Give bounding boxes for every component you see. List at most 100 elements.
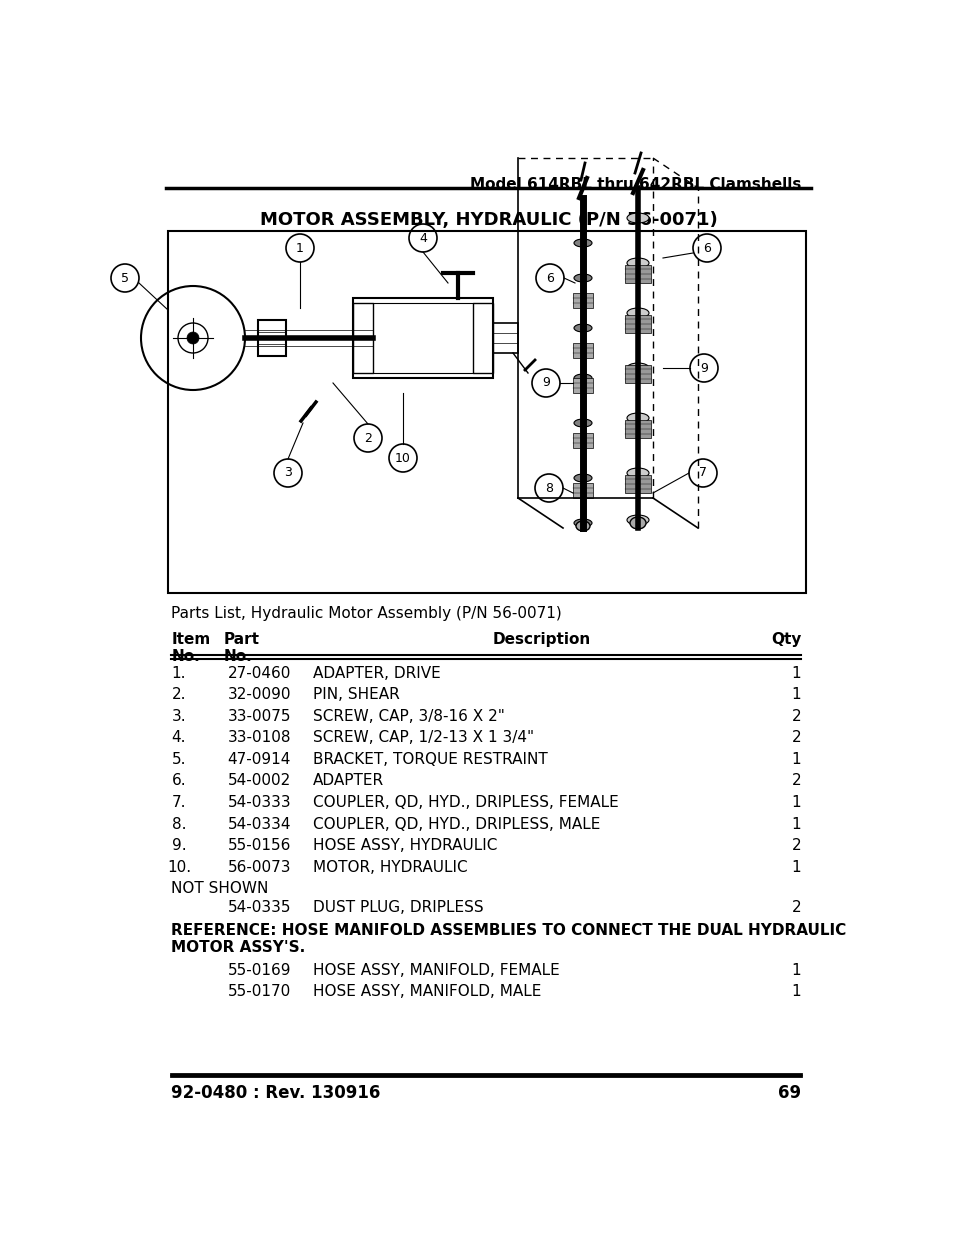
Text: 69: 69: [778, 1084, 801, 1102]
Text: 9: 9: [700, 362, 707, 374]
Ellipse shape: [626, 515, 648, 525]
Text: 1: 1: [791, 984, 801, 999]
Bar: [168, 231, 805, 593]
Text: 9: 9: [541, 377, 549, 389]
Text: ADAPTER, DRIVE: ADAPTER, DRIVE: [313, 666, 440, 680]
Text: 7.: 7.: [172, 795, 186, 810]
Text: 54-0335: 54-0335: [228, 900, 291, 915]
Text: MOTOR ASSEMBLY, HYDRAULIC (P/N 56-0071): MOTOR ASSEMBLY, HYDRAULIC (P/N 56-0071): [260, 211, 717, 230]
Text: Qty: Qty: [770, 632, 801, 647]
Text: 2: 2: [791, 839, 801, 853]
Ellipse shape: [574, 240, 592, 247]
Text: 33-0108: 33-0108: [228, 730, 291, 745]
Text: 9.: 9.: [172, 839, 186, 853]
Text: BRACKET, TORQUE RESTRAINT: BRACKET, TORQUE RESTRAINT: [313, 752, 547, 767]
Text: 2.: 2.: [172, 687, 186, 703]
Bar: [573, 483, 593, 498]
Ellipse shape: [626, 308, 648, 317]
Text: Model 614RBL thru 642RBL Clamshells: Model 614RBL thru 642RBL Clamshells: [470, 178, 801, 193]
Ellipse shape: [626, 212, 648, 224]
Text: 10.: 10.: [167, 860, 191, 874]
Text: 27-0460: 27-0460: [228, 666, 291, 680]
Text: Item
No.: Item No.: [171, 632, 211, 664]
Text: 6.: 6.: [172, 773, 186, 788]
Text: Part
No.: Part No.: [224, 632, 259, 664]
Ellipse shape: [626, 468, 648, 478]
Text: 6: 6: [545, 272, 554, 284]
Ellipse shape: [626, 258, 648, 268]
Bar: [624, 420, 650, 438]
Text: COUPLER, QD, HYD., DRIPLESS, MALE: COUPLER, QD, HYD., DRIPLESS, MALE: [313, 816, 599, 831]
Text: 7: 7: [699, 467, 706, 479]
Bar: [573, 433, 593, 448]
Text: SCREW, CAP, 3/8-16 X 2": SCREW, CAP, 3/8-16 X 2": [313, 709, 504, 724]
Text: 92-0480 : Rev. 130916: 92-0480 : Rev. 130916: [171, 1084, 380, 1102]
Text: 1: 1: [791, 860, 801, 874]
Ellipse shape: [629, 517, 645, 529]
Text: 1: 1: [791, 687, 801, 703]
Text: 2: 2: [791, 900, 801, 915]
Bar: [573, 378, 593, 393]
Text: ADAPTER: ADAPTER: [313, 773, 384, 788]
Ellipse shape: [574, 274, 592, 282]
Text: 8: 8: [544, 482, 553, 494]
Text: 8.: 8.: [172, 816, 186, 831]
Bar: [624, 366, 650, 383]
Text: 55-0156: 55-0156: [228, 839, 291, 853]
Text: Description: Description: [492, 632, 590, 647]
Text: HOSE ASSY, HYDRAULIC: HOSE ASSY, HYDRAULIC: [313, 839, 497, 853]
Text: 3.: 3.: [172, 709, 186, 724]
Text: 1.: 1.: [172, 666, 186, 680]
Text: 55-0169: 55-0169: [228, 963, 291, 978]
Bar: [493, 324, 517, 353]
Ellipse shape: [187, 332, 199, 345]
Ellipse shape: [574, 374, 592, 382]
Bar: [573, 343, 593, 358]
Text: 5: 5: [121, 272, 129, 284]
Ellipse shape: [576, 521, 589, 531]
Bar: [624, 315, 650, 333]
Ellipse shape: [626, 363, 648, 373]
Text: 1: 1: [295, 242, 304, 254]
Text: MOTOR, HYDRAULIC: MOTOR, HYDRAULIC: [313, 860, 467, 874]
Text: 5.: 5.: [172, 752, 186, 767]
Bar: [473, 303, 493, 373]
Text: 2: 2: [791, 730, 801, 745]
Text: PIN, SHEAR: PIN, SHEAR: [313, 687, 399, 703]
Text: 55-0170: 55-0170: [228, 984, 291, 999]
Text: HOSE ASSY, MANIFOLD, FEMALE: HOSE ASSY, MANIFOLD, FEMALE: [313, 963, 559, 978]
Text: REFERENCE: HOSE MANIFOLD ASSEMBLIES TO CONNECT THE DUAL HYDRAULIC
MOTOR ASSY'S.: REFERENCE: HOSE MANIFOLD ASSEMBLIES TO C…: [171, 923, 845, 955]
Text: Parts List, Hydraulic Motor Assembly (P/N 56-0071): Parts List, Hydraulic Motor Assembly (P/…: [171, 606, 561, 621]
Ellipse shape: [626, 412, 648, 424]
Text: 32-0090: 32-0090: [228, 687, 291, 703]
Text: 54-0002: 54-0002: [228, 773, 291, 788]
Text: 54-0333: 54-0333: [228, 795, 291, 810]
Text: 1: 1: [791, 963, 801, 978]
Text: DUST PLUG, DRIPLESS: DUST PLUG, DRIPLESS: [313, 900, 483, 915]
Text: COUPLER, QD, HYD., DRIPLESS, FEMALE: COUPLER, QD, HYD., DRIPLESS, FEMALE: [313, 795, 618, 810]
Ellipse shape: [574, 519, 592, 527]
Text: 2: 2: [791, 709, 801, 724]
Text: 4.: 4.: [172, 730, 186, 745]
Text: 2: 2: [791, 773, 801, 788]
Text: HOSE ASSY, MANIFOLD, MALE: HOSE ASSY, MANIFOLD, MALE: [313, 984, 540, 999]
Text: 2: 2: [364, 431, 372, 445]
Ellipse shape: [574, 474, 592, 482]
Text: NOT SHOWN: NOT SHOWN: [171, 882, 268, 897]
Bar: [624, 266, 650, 283]
Text: 10: 10: [395, 452, 411, 464]
Bar: [257, 320, 286, 356]
Bar: [624, 475, 650, 493]
Text: 1: 1: [791, 752, 801, 767]
Ellipse shape: [574, 419, 592, 427]
Text: 33-0075: 33-0075: [228, 709, 291, 724]
Bar: [353, 303, 373, 373]
Bar: [573, 293, 593, 308]
Ellipse shape: [574, 324, 592, 332]
Bar: [353, 298, 493, 378]
Text: 1: 1: [791, 795, 801, 810]
Text: SCREW, CAP, 1/2-13 X 1 3/4": SCREW, CAP, 1/2-13 X 1 3/4": [313, 730, 534, 745]
Text: 47-0914: 47-0914: [228, 752, 291, 767]
Text: 54-0334: 54-0334: [228, 816, 291, 831]
Text: 1: 1: [791, 816, 801, 831]
